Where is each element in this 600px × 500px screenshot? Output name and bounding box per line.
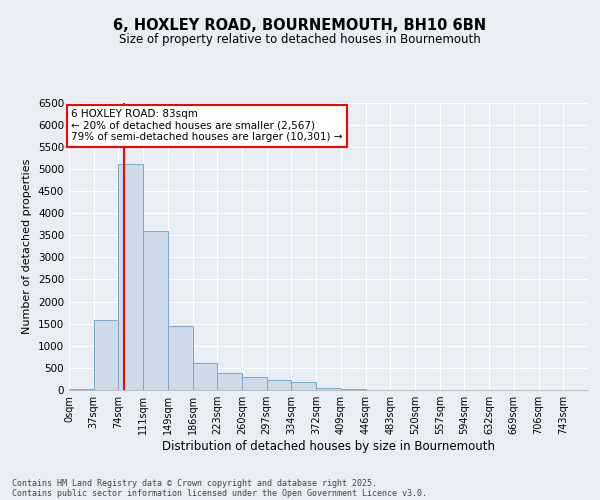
Text: 6, HOXLEY ROAD, BOURNEMOUTH, BH10 6BN: 6, HOXLEY ROAD, BOURNEMOUTH, BH10 6BN — [113, 18, 487, 32]
Text: 6 HOXLEY ROAD: 83sqm
← 20% of detached houses are smaller (2,567)
79% of semi-de: 6 HOXLEY ROAD: 83sqm ← 20% of detached h… — [71, 109, 343, 142]
Bar — [143, 231, 168, 390]
Bar — [242, 377, 267, 390]
Bar — [69, 388, 94, 390]
Bar — [267, 380, 292, 390]
Bar — [193, 362, 217, 390]
Y-axis label: Number of detached properties: Number of detached properties — [22, 158, 32, 334]
Bar — [94, 320, 118, 390]
Text: Contains HM Land Registry data © Crown copyright and database right 2025.: Contains HM Land Registry data © Crown c… — [12, 478, 377, 488]
Bar — [118, 164, 143, 390]
Bar — [341, 388, 365, 390]
Bar — [316, 388, 341, 390]
Bar — [292, 382, 316, 390]
Text: Contains public sector information licensed under the Open Government Licence v3: Contains public sector information licen… — [12, 488, 427, 498]
Text: Size of property relative to detached houses in Bournemouth: Size of property relative to detached ho… — [119, 32, 481, 46]
Bar — [168, 326, 193, 390]
Bar — [217, 373, 242, 390]
X-axis label: Distribution of detached houses by size in Bournemouth: Distribution of detached houses by size … — [162, 440, 495, 453]
